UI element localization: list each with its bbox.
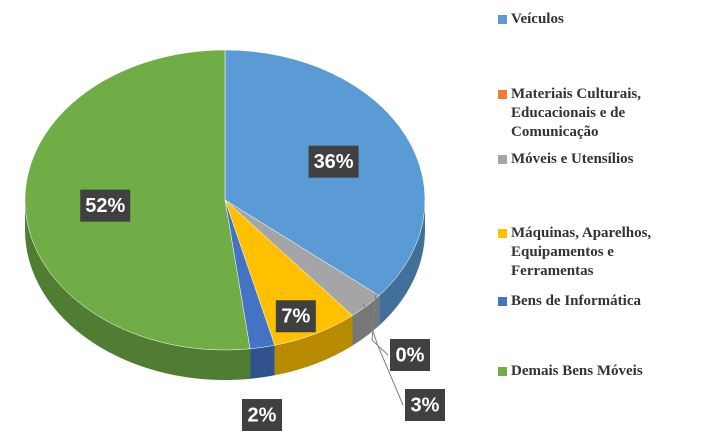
value-label-box — [275, 300, 316, 333]
value-label: 0% — [396, 344, 425, 366]
value-label-box — [390, 339, 430, 371]
legend-item: Materiais Culturais, Educacionais e de C… — [498, 85, 698, 142]
value-label-box — [308, 145, 359, 178]
value-label: 2% — [248, 404, 277, 426]
slice-side — [25, 200, 251, 380]
value-label: 52% — [85, 195, 125, 217]
value-label-box — [405, 389, 445, 421]
slice — [24, 49, 251, 351]
value-label-box — [80, 189, 131, 222]
legend-item: Veículos — [498, 10, 698, 29]
leader-line — [371, 293, 389, 356]
legend-swatch — [498, 297, 507, 306]
legend-label: Veículos — [511, 11, 564, 27]
legend-item: Móveis e Utensílios — [498, 150, 698, 169]
leader-line — [363, 303, 404, 406]
legend-item: Bens de Informática — [498, 292, 698, 311]
legend-swatch — [498, 367, 507, 376]
legend-item: Demais Bens Móveis — [498, 362, 698, 381]
legend-swatch — [498, 155, 507, 164]
slice-side — [379, 200, 425, 326]
legend-label: Máquinas, Aparelhos, Equipamentos e Ferr… — [511, 225, 652, 279]
slice-side — [274, 315, 353, 376]
value-label-box — [242, 399, 282, 431]
legend-swatch — [498, 90, 507, 99]
legend-swatch — [498, 229, 507, 238]
legend-swatch — [498, 15, 507, 24]
legend-label: Materiais Culturais, Educacionais e de C… — [511, 86, 641, 140]
legend-label: Bens de Informática — [511, 293, 641, 309]
slice-side — [352, 295, 380, 346]
value-label: 7% — [281, 306, 310, 328]
value-label: 3% — [411, 394, 440, 416]
legend-item: Máquinas, Aparelhos, Equipamentos e Ferr… — [498, 224, 698, 281]
slice-side — [250, 345, 275, 379]
legend-label: Móveis e Utensílios — [511, 151, 634, 167]
value-label: 36% — [314, 151, 354, 173]
legend-label: Demais Bens Móveis — [511, 363, 643, 379]
